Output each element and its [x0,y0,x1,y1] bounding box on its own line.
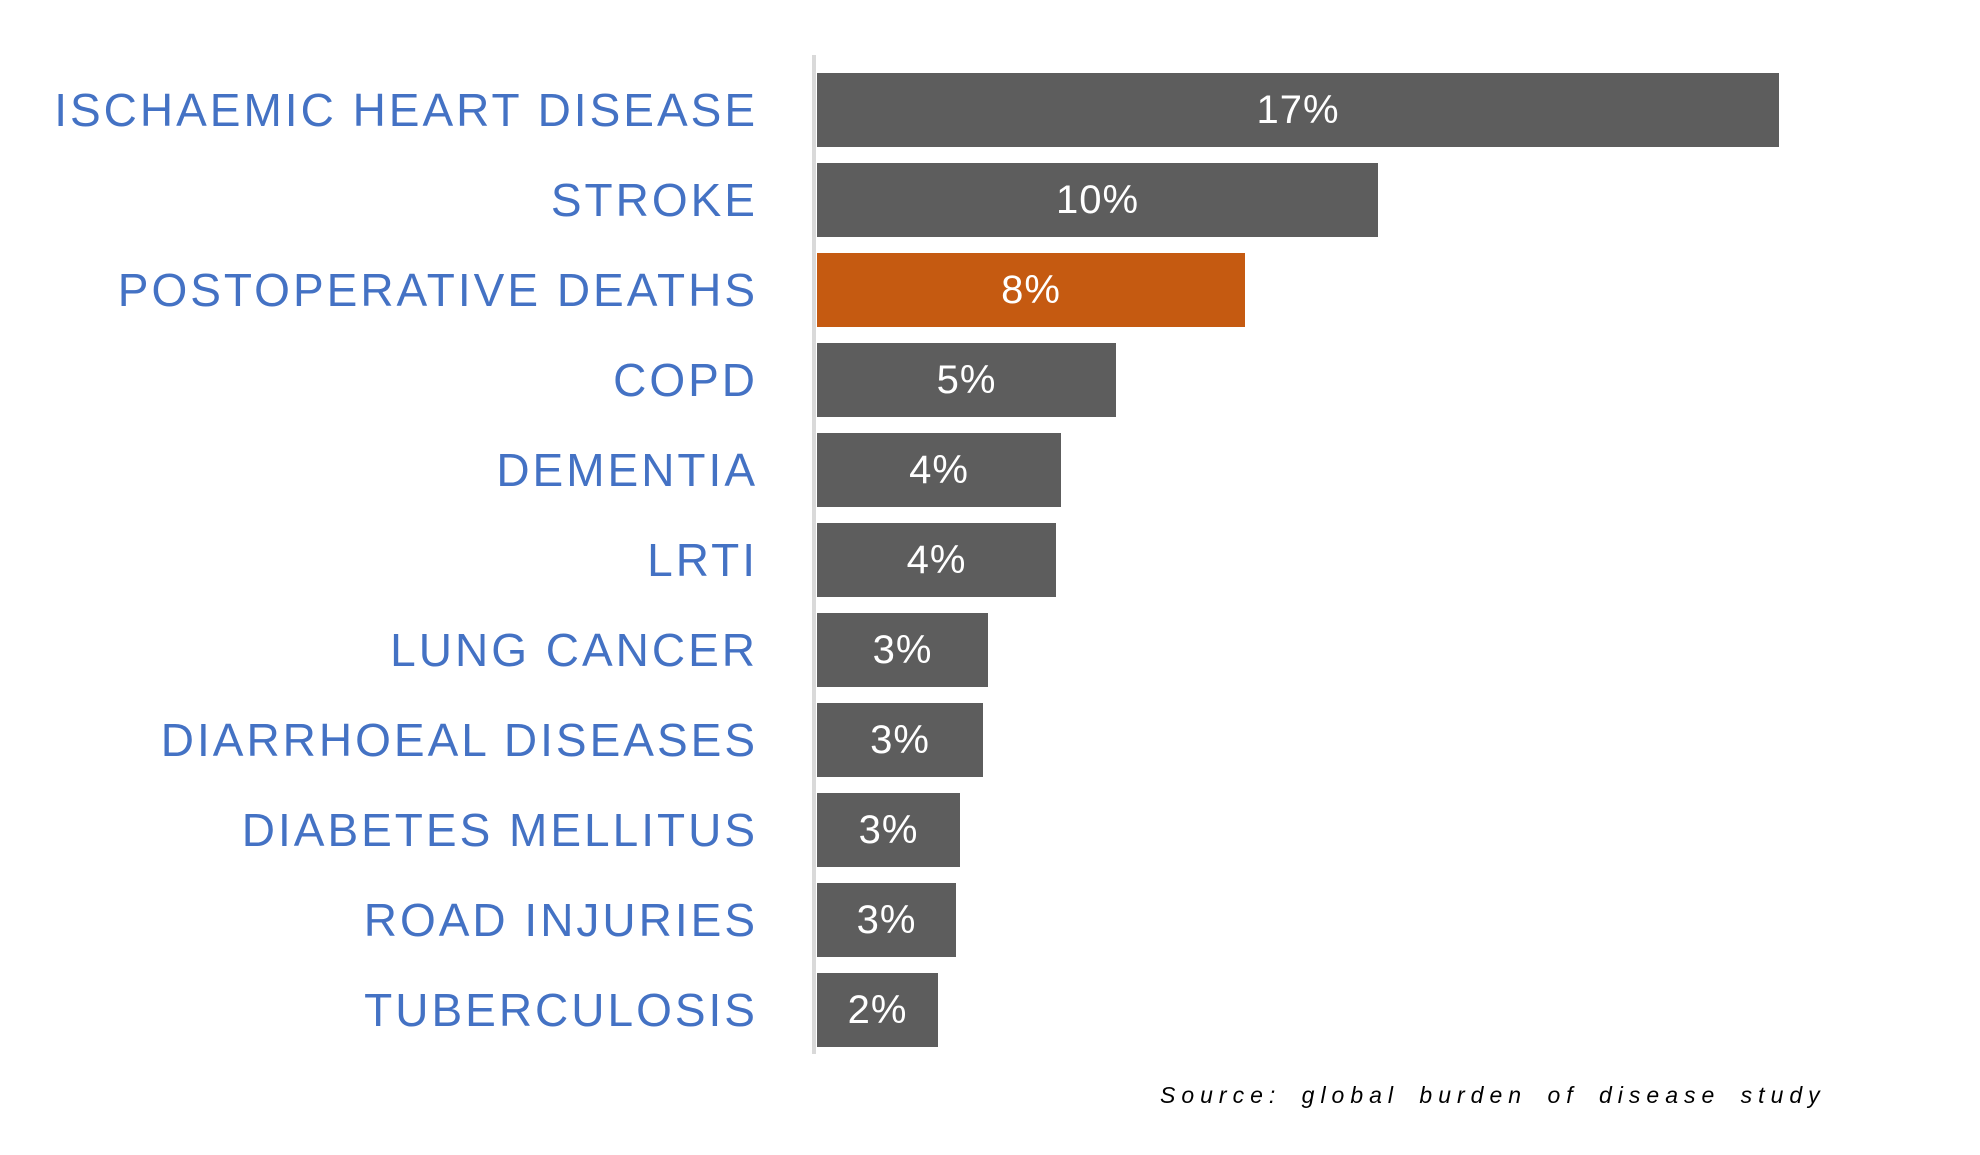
category-label: ROAD INJURIES [363,894,758,946]
value-label: 3% [856,898,917,942]
bar-row: COPD 5% [0,343,1980,417]
value-label: 3% [870,718,930,762]
source-note: Source: global burden of disease study [1160,1082,1826,1108]
value-label: 5% [936,358,997,402]
bar: 3% [817,613,988,687]
bar-row: LRTI 4% [0,523,1980,597]
value-label: 4% [909,448,969,492]
category-label: LUNG CANCER [390,624,758,676]
value-label: 10% [1055,178,1140,222]
value-label: 3% [872,628,933,672]
bar: 2% [817,973,938,1047]
category-label: DIARRHOEAL DISEASES [160,714,758,766]
bar: 10% [817,163,1378,237]
category-label: DIABETES MELLITUS [241,804,758,856]
value-label: 4% [906,538,967,582]
bar: 4% [817,523,1056,597]
bar-row: ROAD INJURIES 3% [0,883,1980,957]
bar-row: LUNG CANCER 3% [0,613,1980,687]
bar-row: STROKE 10% [0,163,1980,237]
value-label: 3% [858,808,919,852]
category-axis-line [812,55,816,1054]
category-label: ISCHAEMIC HEART DISEASE [54,84,758,136]
bar-row: TUBERCULOSIS 2% [0,973,1980,1047]
bar-highlighted: 8% [817,253,1245,327]
bar: 3% [817,793,960,867]
bar-row: POSTOPERATIVE DEATHS 8% [0,253,1980,327]
category-label: STROKE [550,174,758,226]
bar: 4% [817,433,1061,507]
category-label: DEMENTIA [496,444,758,496]
bar-row: DEMENTIA 4% [0,433,1980,507]
bar-row: ISCHAEMIC HEART DISEASE 17% [0,73,1980,147]
bar-row: DIARRHOEAL DISEASES 3% [0,703,1980,777]
bar: 5% [817,343,1116,417]
value-label: 17% [1256,88,1340,132]
bar-row: DIABETES MELLITUS 3% [0,793,1980,867]
value-label: 8% [1001,268,1061,312]
category-label: COPD [613,354,758,406]
bar: 3% [817,703,983,777]
value-label: 2% [847,988,908,1032]
bar: 17% [817,73,1779,147]
category-label: TUBERCULOSIS [364,984,758,1036]
bar: 3% [817,883,956,957]
category-label: POSTOPERATIVE DEATHS [117,264,758,316]
category-label: LRTI [647,534,758,586]
